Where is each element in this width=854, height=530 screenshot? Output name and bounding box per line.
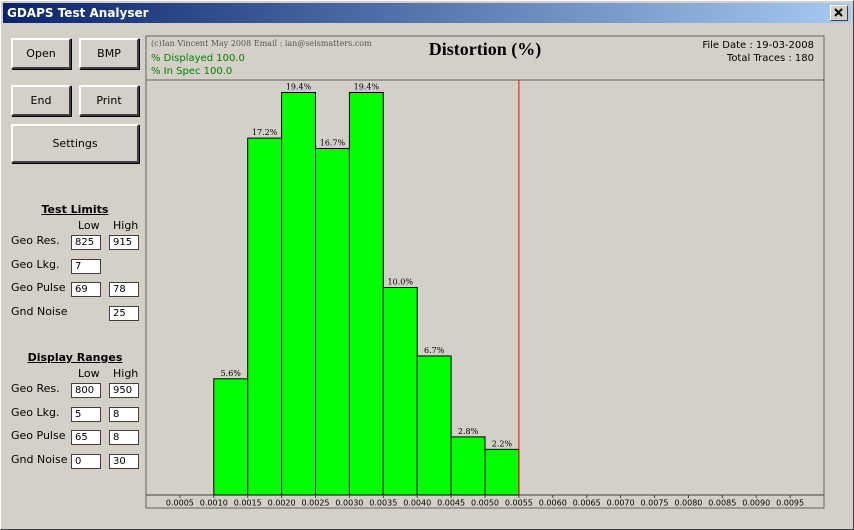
text-field[interactable]: 950 — [109, 383, 139, 398]
section-heading: Display Ranges — [27, 351, 123, 364]
text-field[interactable]: 915 — [109, 235, 139, 250]
text-field[interactable]: 825 — [71, 235, 101, 250]
button[interactable]: Settings — [11, 124, 139, 163]
row-label: Geo Lkg. — [11, 257, 60, 271]
button[interactable]: BMP — [79, 38, 139, 69]
row-label: Gnd Noise — [11, 304, 68, 318]
row-label: Geo Pulse — [11, 281, 66, 294]
button[interactable]: End — [11, 85, 71, 116]
window-title: GDAPS Test Analyser — [7, 6, 149, 20]
row-label: Geo Lkg. — [11, 405, 60, 419]
text-field[interactable]: 7 — [71, 258, 101, 274]
text-field[interactable]: 69 — [71, 282, 101, 297]
text-field[interactable]: 800 — [71, 383, 101, 398]
section-heading: Test Limits — [41, 203, 109, 216]
text-field[interactable]: 8 — [109, 430, 139, 445]
close-button[interactable] — [830, 5, 848, 21]
column-label: High — [113, 219, 139, 232]
row-label: Geo Res. — [11, 234, 60, 247]
row-label: Geo Res. — [11, 382, 60, 395]
column-label: High — [113, 367, 139, 380]
text-field[interactable]: 30 — [109, 453, 139, 469]
text-field[interactable]: 25 — [109, 305, 139, 321]
button[interactable]: Print — [79, 85, 139, 116]
text-field[interactable]: 5 — [71, 406, 101, 422]
title-bar: GDAPS Test Analyser — [3, 3, 851, 23]
text-field[interactable]: 0 — [71, 453, 101, 469]
row-label: Geo Pulse — [11, 429, 66, 442]
column-label: Low — [78, 219, 100, 232]
text-field[interactable]: 8 — [109, 406, 139, 422]
button[interactable]: Open — [11, 38, 71, 69]
text-field[interactable]: 78 — [109, 282, 139, 297]
column-label: Low — [78, 367, 100, 380]
text-field[interactable]: 65 — [71, 430, 101, 445]
row-label: Gnd Noise — [11, 452, 68, 466]
